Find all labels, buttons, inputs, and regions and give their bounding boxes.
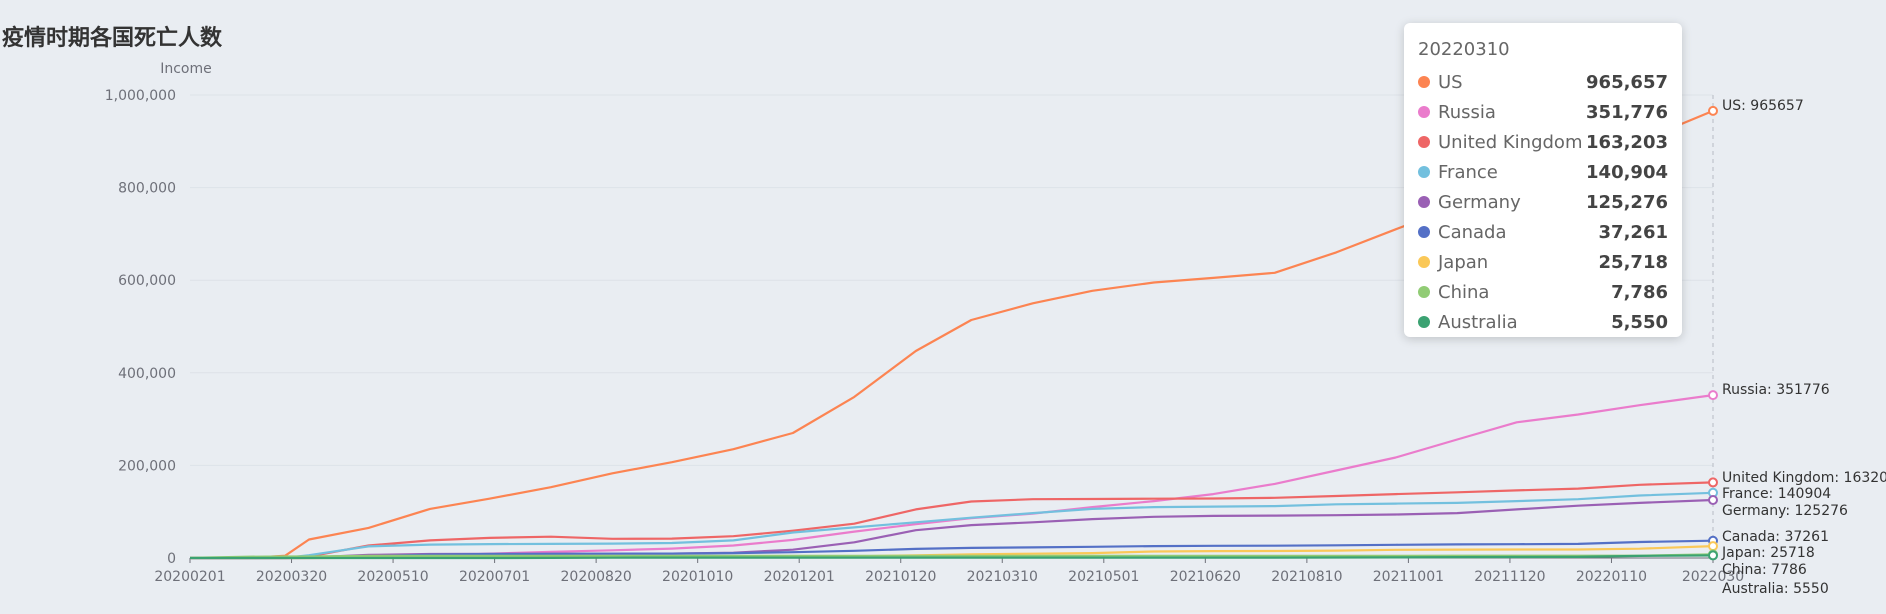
tooltip-series-name: Japan — [1438, 251, 1489, 273]
series-line-australia — [190, 554, 1714, 560]
series-end-label: Canada: 37261 — [1722, 529, 1829, 545]
x-tick-label: 20210310 — [967, 569, 1038, 585]
y-axis-label: Income — [160, 61, 212, 77]
tooltip-series-value: 140,904 — [1586, 161, 1668, 183]
tooltip-row-france: France 140,904 — [1418, 157, 1668, 187]
tooltip-dot-icon — [1418, 226, 1430, 238]
x-tick-label: 20211120 — [1474, 569, 1545, 585]
end-point-marker — [1708, 494, 1718, 505]
tooltip-row-germany: Germany 125,276 — [1418, 187, 1668, 217]
end-point-marker — [1708, 105, 1718, 116]
y-tick-label: 0 — [167, 551, 176, 567]
tooltip-row-united-kingdom: United Kingdom 163,203 — [1418, 127, 1668, 157]
end-point-marker — [1708, 550, 1718, 561]
series-line-france — [190, 491, 1714, 560]
x-tick-label: 20220110 — [1576, 569, 1647, 585]
tooltip-series-value: 37,261 — [1598, 221, 1668, 243]
series-end-label: France: 140904 — [1722, 486, 1831, 502]
series-end-label: China: 7786 — [1722, 562, 1807, 578]
end-point-marker — [1708, 541, 1718, 552]
x-tick-label: 20200820 — [561, 569, 632, 585]
tooltip-series-name: Canada — [1438, 221, 1507, 243]
x-tick-label: 20201010 — [662, 569, 733, 585]
x-tick-label: 20211001 — [1373, 569, 1444, 585]
tooltip-series-name: China — [1438, 281, 1490, 303]
axes: 0 200,000 400,000 600,000 800,000 1,000,000 In… — [105, 61, 1744, 585]
series-line-united-kingdom — [190, 481, 1714, 560]
tooltip-dot-icon — [1418, 286, 1430, 298]
series-line-germany — [190, 498, 1714, 560]
tooltip-series-value: 5,550 — [1611, 311, 1668, 333]
tooltip-dot-icon — [1418, 166, 1430, 178]
tooltip-series-name: Russia — [1438, 101, 1496, 123]
tooltip-dot-icon — [1418, 136, 1430, 148]
series-end-label: US: 965657 — [1722, 98, 1804, 114]
tooltip-series-name: US — [1438, 71, 1463, 93]
tooltip-date: 20220310 — [1418, 39, 1510, 60]
series-end-label: Germany: 125276 — [1722, 503, 1848, 519]
x-tick-label: 20210120 — [865, 569, 936, 585]
y-tick-label: 400,000 — [118, 366, 176, 382]
x-tick-label: 2022030 — [1682, 569, 1744, 585]
tooltip-series-name: Germany — [1438, 191, 1521, 213]
x-tick-label: 20210620 — [1170, 569, 1241, 585]
series-end-label: United Kingdom: 163203 — [1722, 470, 1886, 486]
tooltip-series-value: 163,203 — [1586, 131, 1668, 153]
series-end-label: Australia: 5550 — [1722, 581, 1829, 597]
tooltip-series-value: 351,776 — [1586, 101, 1668, 123]
x-tick-label: 20200201 — [154, 569, 225, 585]
tooltip-dot-icon — [1418, 316, 1430, 328]
series-end-label: Russia: 351776 — [1722, 382, 1830, 398]
tooltip-series-name: Australia — [1438, 311, 1518, 333]
tooltip-row-japan: Japan 25,718 — [1418, 247, 1668, 277]
tooltip-dot-icon — [1418, 196, 1430, 208]
end-point-marker — [1708, 390, 1718, 401]
y-tick-label: 600,000 — [118, 273, 176, 289]
tooltip-dot-icon — [1418, 106, 1430, 118]
tooltip-row-australia: Australia 5,550 — [1418, 307, 1668, 337]
x-tick-label: 20210810 — [1271, 569, 1342, 585]
tooltip: 20220310 US 965,657 Russia 351,776 Unite… — [1404, 23, 1682, 337]
end-point-marker — [1708, 477, 1718, 488]
series-end-label: Japan: 25718 — [1721, 545, 1815, 561]
tooltip-series-value: 125,276 — [1586, 191, 1668, 213]
series-line-russia — [190, 394, 1714, 560]
x-tick-label: 20200320 — [256, 569, 327, 585]
y-tick-label: 1,000,000 — [105, 88, 176, 104]
tooltip-dot-icon — [1418, 256, 1430, 268]
tooltip-row-russia: Russia 351,776 — [1418, 97, 1668, 127]
series-line-china — [189, 553, 1714, 559]
tooltip-series-name: France — [1438, 161, 1498, 183]
tooltip-series-value: 7,786 — [1611, 281, 1668, 303]
tooltip-row-us: US 965,657 — [1418, 67, 1668, 97]
tooltip-series-value: 25,718 — [1598, 251, 1668, 273]
tooltip-series-name: United Kingdom — [1438, 131, 1583, 153]
end-labels: US: 965657 Russia: 351776 United Kingdom: … — [1721, 98, 1886, 597]
y-tick-label: 200,000 — [118, 458, 176, 474]
y-tick-label: 800,000 — [118, 181, 176, 197]
tooltip-dot-icon — [1418, 76, 1430, 88]
tooltip-series-value: 965,657 — [1586, 71, 1668, 93]
tooltip-row-china: China 7,786 — [1418, 277, 1668, 307]
chart-title: 疫情时期各国死亡人数 — [2, 26, 223, 51]
end-markers — [1708, 105, 1718, 561]
tooltip-row-canada: Canada 37,261 — [1418, 217, 1668, 247]
x-tick-label: 20210501 — [1068, 569, 1139, 585]
x-tick-label: 20201201 — [764, 569, 835, 585]
x-tick-label: 20200701 — [459, 569, 530, 585]
x-tick-label: 20200510 — [357, 569, 428, 585]
